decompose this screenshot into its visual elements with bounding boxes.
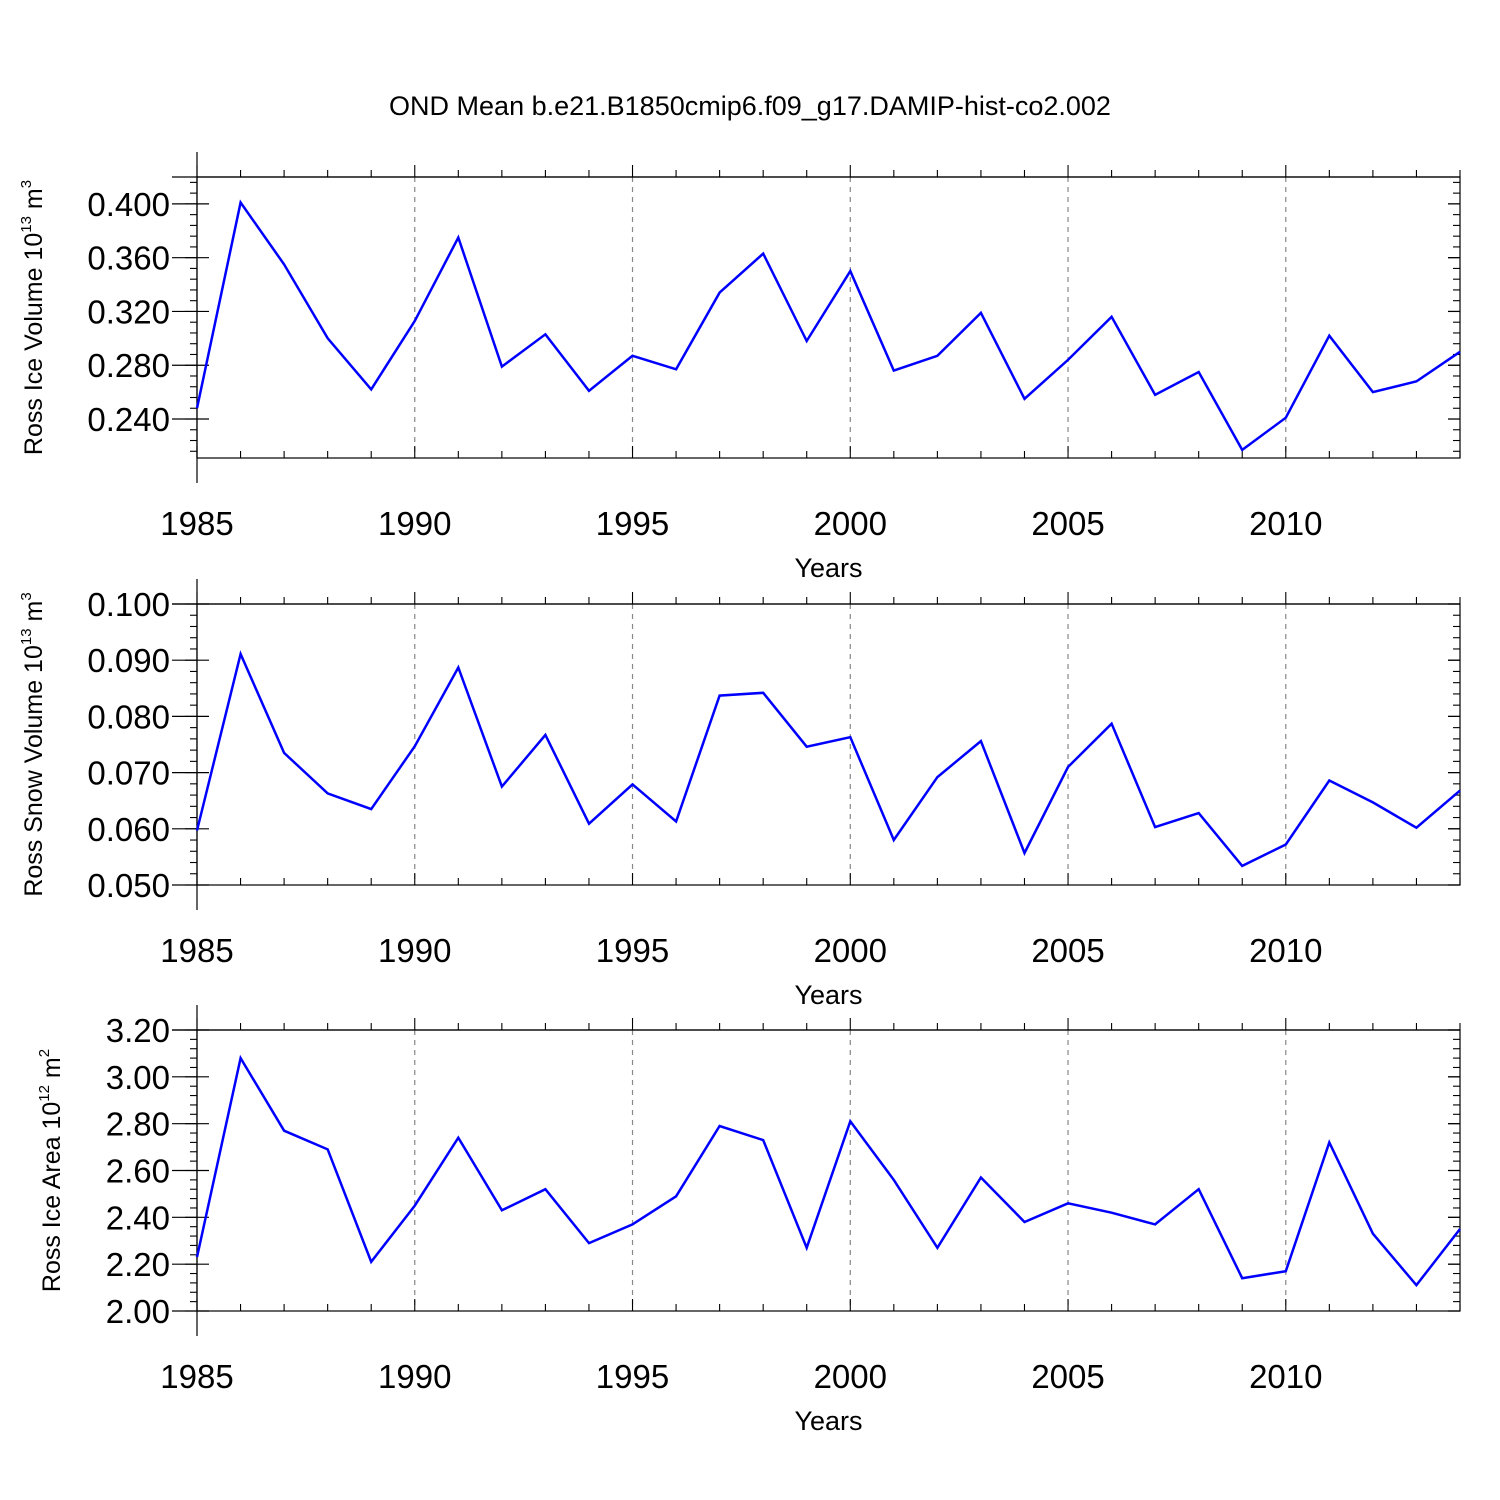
- x-tick-label: 1995: [596, 1358, 669, 1395]
- panel-2: 1985 1990 1995 2000 2005 2010 0.050 0.060 0.070 0…: [18, 579, 1461, 1010]
- y-axis-label-unit-exponent: 3: [18, 592, 35, 600]
- y-axis-label-exponent: 12: [36, 1085, 53, 1102]
- y-axis-label-text: Ross Ice Volume 10: [20, 233, 48, 455]
- x-axis-label: Years: [794, 1406, 862, 1436]
- x-tick-label: 1985: [160, 1358, 233, 1395]
- x-tick-label: 1985: [160, 932, 233, 969]
- y-axis-label-unit-exponent: 2: [36, 1049, 53, 1057]
- x-tick-label: 1990: [378, 932, 451, 969]
- x-tick-label: 2005: [1031, 1358, 1104, 1395]
- y-tick-label: 3.00: [106, 1059, 170, 1096]
- y-tick-label: 0.280: [87, 347, 170, 384]
- y-tick-label: 0.360: [87, 240, 170, 277]
- y-axis-label: Ross Snow Volume 1013 m3: [18, 592, 48, 896]
- plot-frame: [196, 1029, 1461, 1312]
- figure-title: OND Mean b.e21.B1850cmip6.f09_g17.DAMIP-…: [389, 91, 1111, 121]
- y-tick-label: 0.050: [87, 867, 170, 904]
- y-tick-label: 0.240: [87, 401, 170, 438]
- y-tick-label: 0.100: [87, 586, 170, 623]
- x-tick-label: 1990: [378, 1358, 451, 1395]
- y-tick-label: 0.400: [87, 186, 170, 223]
- series-line: [195, 199, 1461, 452]
- y-axis-label-text: Ross Snow Volume 10: [20, 645, 48, 897]
- y-tick-label: 0.070: [87, 755, 170, 792]
- panels: 1985 1990 1995 2000 2005 2010 0.240 0.280 0.320 0…: [18, 152, 1461, 1436]
- y-tick-label: 0.090: [87, 642, 170, 679]
- panel-1: 1985 1990 1995 2000 2005 2010 0.240 0.280 0.320 0…: [18, 152, 1461, 583]
- series-line: [195, 1054, 1461, 1288]
- y-tick-label: 0.320: [87, 293, 170, 330]
- y-axis-label-unit: m: [38, 1057, 66, 1085]
- x-tick-label: 2005: [1031, 505, 1104, 542]
- y-axis-label-text: Ross Ice Area 10: [38, 1102, 66, 1292]
- x-tick-label: 2010: [1249, 1358, 1322, 1395]
- y-axis-label-unit: m: [20, 188, 48, 216]
- y-tick-label: 2.80: [106, 1106, 170, 1143]
- y-axis-label: Ross Ice Volume 1013 m3: [18, 180, 48, 455]
- x-axis-label: Years: [794, 553, 862, 583]
- x-tick-label: 1985: [160, 505, 233, 542]
- y-axis-label-unit: m: [20, 601, 48, 629]
- y-tick-label: 3.20: [106, 1012, 170, 1049]
- plot-frame: [196, 176, 1461, 459]
- x-tick-label: 2005: [1031, 932, 1104, 969]
- y-tick-label: 2.00: [106, 1293, 170, 1330]
- y-axis-label-unit-exponent: 3: [18, 180, 35, 188]
- y-tick-label: 2.40: [106, 1199, 170, 1236]
- y-tick-label: 0.080: [87, 698, 170, 735]
- y-axis-label-exponent: 13: [18, 628, 35, 645]
- x-tick-label: 1990: [378, 505, 451, 542]
- x-tick-label: 1995: [596, 505, 669, 542]
- x-tick-label: 2010: [1249, 932, 1322, 969]
- y-axis-label: Ross Ice Area 1012 m2: [36, 1049, 66, 1292]
- x-tick-label: 2000: [814, 505, 887, 542]
- x-axis-label: Years: [794, 980, 862, 1010]
- panel-3: 1985 1990 1995 2000 2005 2010 2.00 2.20 2.40 2.60…: [36, 1005, 1461, 1436]
- x-tick-label: 2000: [814, 1358, 887, 1395]
- y-axis-label-exponent: 13: [18, 216, 35, 233]
- series-line: [195, 650, 1461, 868]
- plot-frame: [196, 603, 1461, 886]
- x-tick-label: 2000: [814, 932, 887, 969]
- y-tick-label: 2.20: [106, 1246, 170, 1283]
- x-tick-label: 1995: [596, 932, 669, 969]
- x-tick-label: 2010: [1249, 505, 1322, 542]
- y-tick-label: 0.060: [87, 811, 170, 848]
- y-tick-label: 2.60: [106, 1153, 170, 1190]
